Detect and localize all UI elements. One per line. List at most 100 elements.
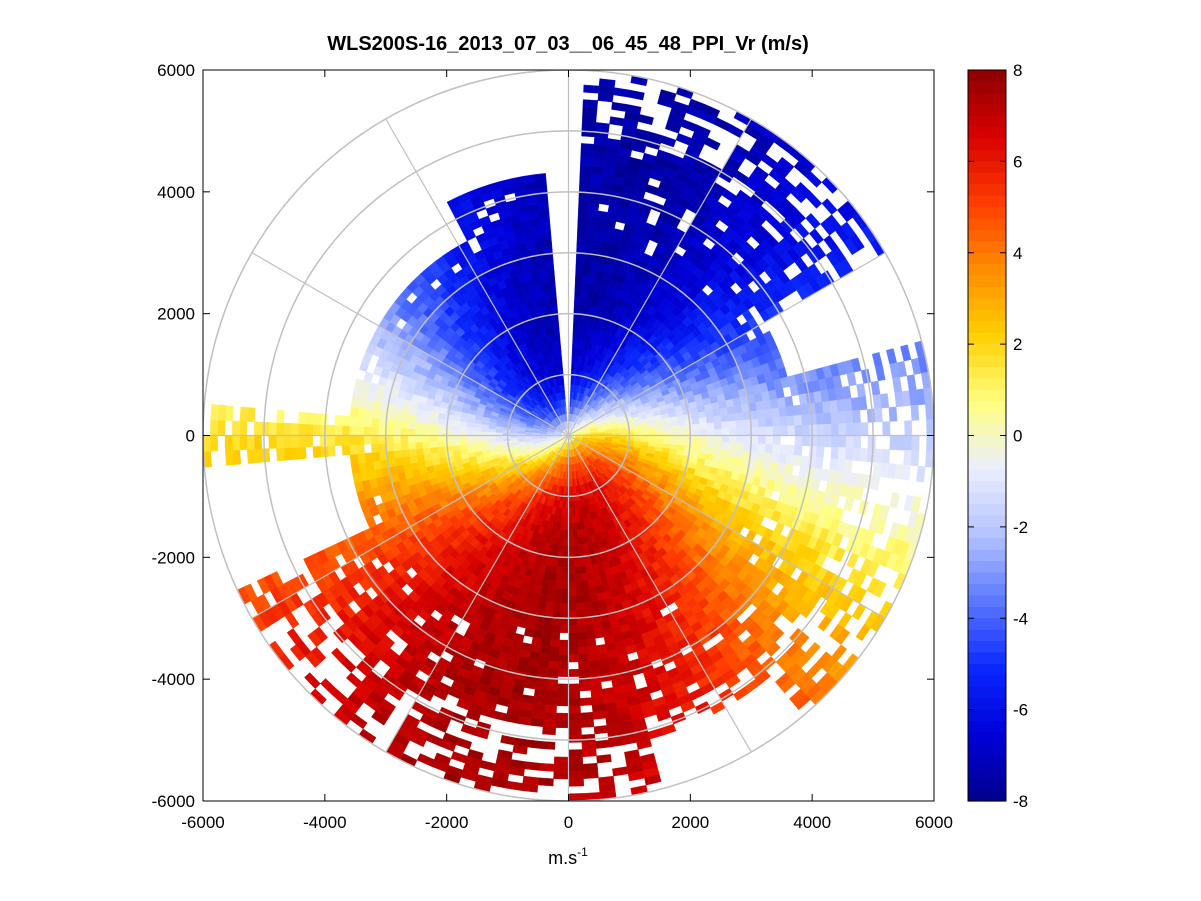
velocity-cell: [576, 238, 586, 247]
velocity-cell: [539, 216, 551, 226]
velocity-cell: [589, 674, 602, 684]
velocity-cell: [559, 639, 569, 648]
velocity-cell: [816, 424, 825, 436]
velocity-cell: [414, 435, 423, 443]
velocity-cell: [699, 423, 708, 430]
velocity-cell: [575, 595, 584, 604]
velocity-cell: [573, 303, 581, 312]
velocity-cell: [356, 444, 365, 455]
velocity-cell: [576, 529, 583, 538]
velocity-cell: [573, 311, 580, 320]
velocity-cell: [633, 428, 642, 433]
velocity-cell: [794, 435, 803, 446]
velocity-cell: [305, 412, 314, 425]
velocity-cell: [400, 435, 409, 444]
velocity-cell: [794, 425, 803, 436]
velocity-cell: [684, 440, 693, 447]
velocity-cell: [549, 639, 560, 648]
velocity-cell: [400, 413, 410, 422]
velocity-cell: [588, 667, 601, 677]
velocity-cell: [561, 588, 569, 597]
velocity-cell: [305, 435, 314, 448]
velocity-cell: [363, 435, 372, 445]
velocity-cell: [459, 444, 468, 451]
velocity-cell: [334, 414, 343, 426]
velocity-cell: [815, 412, 825, 425]
velocity-cell: [699, 441, 708, 448]
velocity-cell: [736, 427, 745, 436]
velocity-cell: [792, 404, 802, 416]
velocity-cell: [556, 698, 569, 707]
velocity-cell: [319, 445, 329, 458]
velocity-cell: [537, 600, 547, 610]
velocity-cell: [297, 435, 306, 448]
velocity-cell: [588, 659, 600, 669]
velocity-cell: [444, 424, 453, 431]
velocity-cell: [554, 333, 561, 342]
velocity-cell: [641, 428, 650, 433]
velocity-cell: [560, 603, 569, 612]
velocity-cell: [548, 580, 556, 589]
velocity-cell: [415, 415, 424, 423]
velocity-cell: [691, 418, 700, 425]
velocity-cell: [540, 638, 551, 647]
velocity-cell: [371, 451, 381, 462]
velocity-cell: [733, 457, 743, 467]
velocity-cell: [706, 441, 715, 449]
velocity-cell: [429, 429, 438, 436]
velocity-cell: [655, 435, 664, 440]
velocity-cell: [727, 449, 737, 458]
velocity-cell: [815, 446, 825, 459]
velocity-cell: [556, 559, 564, 568]
velocity-cell: [838, 435, 847, 448]
velocity-cell: [823, 423, 832, 436]
velocity-cell: [779, 444, 788, 455]
velocity-cell: [676, 420, 686, 427]
velocity-cell: [451, 444, 461, 451]
velocity-cell: [568, 668, 580, 677]
velocity-cell: [713, 441, 723, 450]
velocity-cell: [370, 426, 379, 436]
velocity-cell: [553, 318, 560, 328]
velocity-cell: [436, 423, 445, 431]
velocity-cell: [771, 407, 780, 418]
velocity-cell: [407, 435, 416, 443]
velocity-cell: [580, 157, 593, 167]
velocity-cell: [545, 260, 555, 270]
velocity-cell: [473, 431, 482, 436]
velocity-cell: [436, 435, 445, 442]
velocity-cell: [541, 231, 552, 241]
velocity-cell: [712, 408, 721, 417]
velocity-cell: [582, 601, 592, 611]
velocity-cell: [545, 304, 553, 314]
velocity-cell: [719, 407, 729, 416]
velocity-cell: [546, 675, 559, 685]
velocity-cell: [557, 668, 569, 677]
velocity-cell: [319, 435, 328, 447]
velocity-cell: [705, 447, 715, 455]
velocity-cell: [574, 566, 581, 575]
velocity-cell: [551, 304, 558, 313]
velocity-cell: [466, 439, 475, 445]
velocity-cell: [579, 565, 587, 575]
velocity-cell: [575, 260, 585, 269]
velocity-cell: [626, 429, 635, 434]
velocity-cell: [553, 326, 560, 335]
velocity-cell: [579, 558, 586, 567]
velocity-cell: [555, 712, 569, 721]
velocity-cell: [394, 457, 404, 467]
velocity-cell: [590, 261, 600, 271]
velocity-cell: [408, 455, 418, 464]
velocity-cell: [582, 267, 591, 277]
velocity-cell: [750, 427, 759, 436]
velocity-cell: [585, 564, 593, 574]
velocity-cell: [349, 416, 358, 427]
velocity-cell: [522, 174, 536, 184]
velocity-cell: [763, 452, 773, 463]
velocity-cell: [581, 587, 590, 596]
velocity-cell: [356, 435, 365, 445]
velocity-cell: [558, 537, 565, 546]
velocity-cell: [655, 431, 664, 436]
velocity-cell: [592, 710, 606, 720]
velocity-cell: [557, 355, 563, 364]
